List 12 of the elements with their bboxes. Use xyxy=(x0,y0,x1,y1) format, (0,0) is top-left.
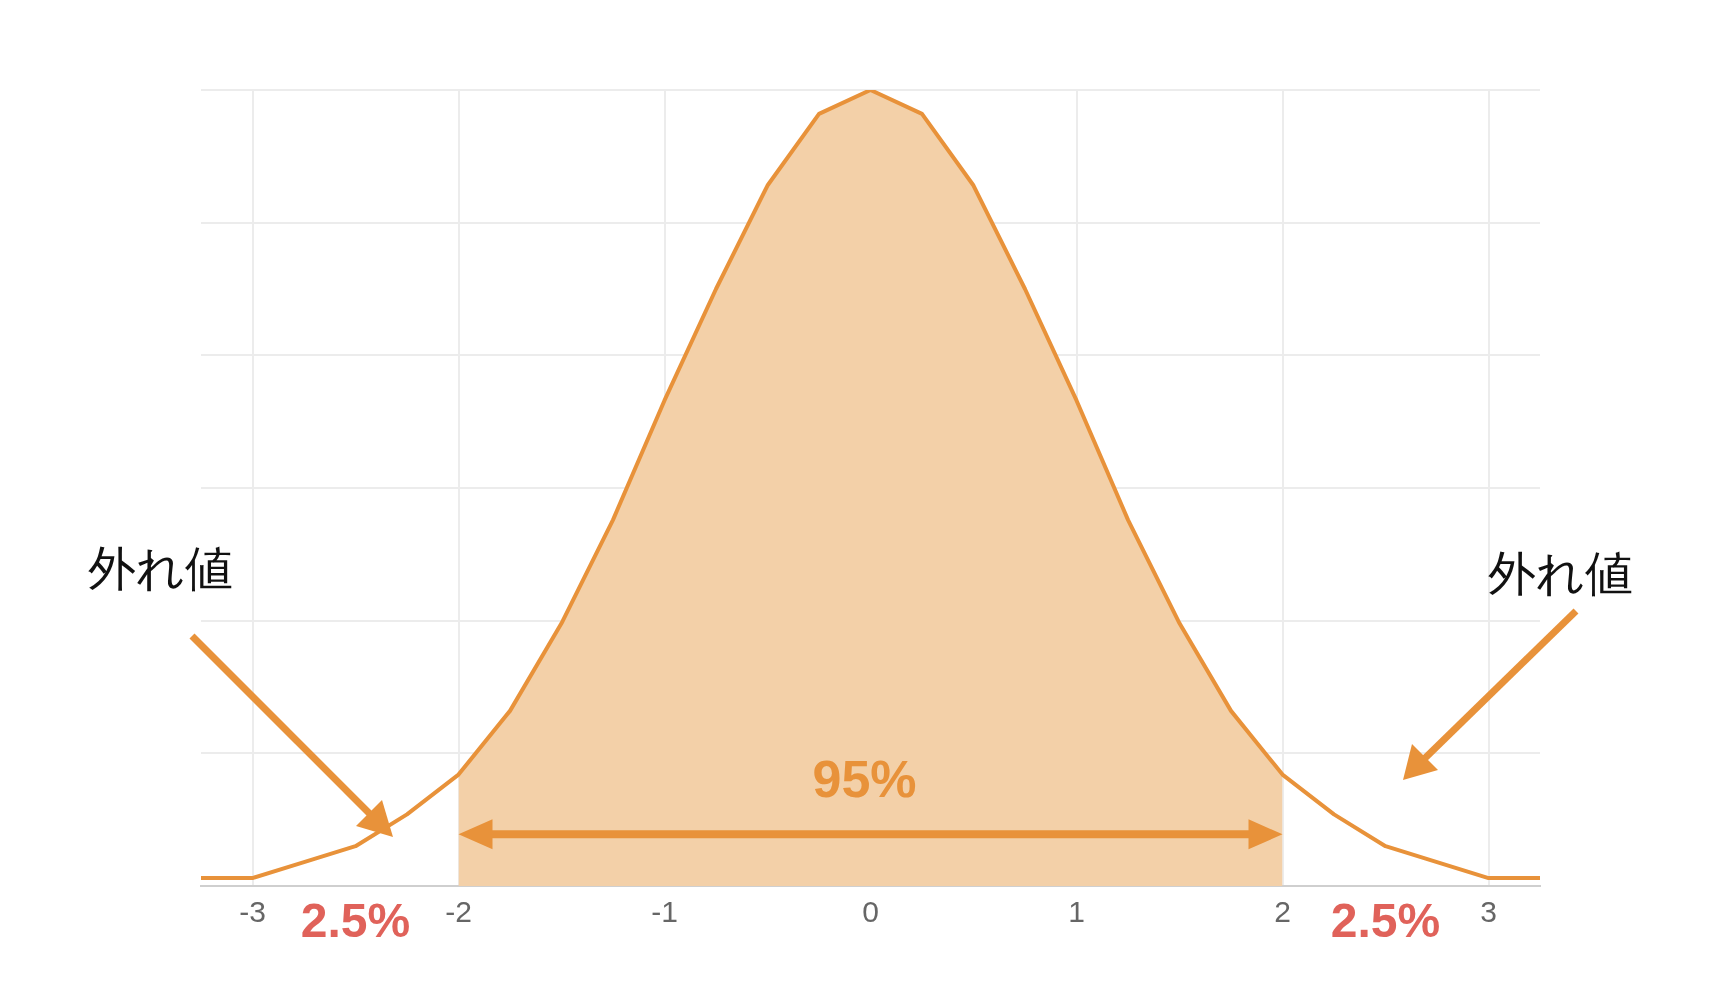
x-tick-label: 0 xyxy=(862,895,879,929)
x-tick-label: -1 xyxy=(651,895,678,929)
annotation: 外れ値 xyxy=(87,540,233,597)
annotation: 外れ値 xyxy=(1487,545,1633,602)
x-tick-label: -2 xyxy=(445,895,472,929)
text: 2.5% xyxy=(1330,894,1441,948)
x-tick-label: 3 xyxy=(1480,895,1497,929)
text: 2.5% xyxy=(300,894,411,948)
x-tick-label: -3 xyxy=(239,895,266,929)
x-tick-label: 1 xyxy=(1068,895,1085,929)
x-tick-label: 2 xyxy=(1274,895,1291,929)
annotation: 95% xyxy=(812,749,917,808)
